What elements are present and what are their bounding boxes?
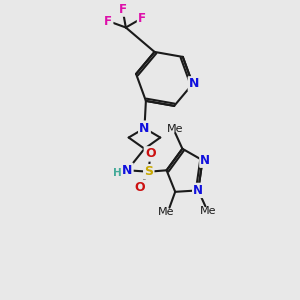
Text: Me: Me bbox=[158, 207, 175, 217]
Text: O: O bbox=[145, 147, 155, 161]
Text: F: F bbox=[104, 15, 112, 28]
Text: O: O bbox=[135, 181, 146, 194]
Text: N: N bbox=[122, 164, 132, 177]
Text: Me: Me bbox=[167, 124, 183, 134]
Text: H: H bbox=[113, 168, 122, 178]
Text: F: F bbox=[138, 12, 146, 25]
Text: F: F bbox=[118, 3, 127, 16]
Text: N: N bbox=[200, 154, 210, 167]
Text: N: N bbox=[189, 77, 199, 90]
Text: Me: Me bbox=[200, 206, 217, 215]
Text: S: S bbox=[144, 165, 153, 178]
Text: N: N bbox=[193, 184, 203, 197]
Text: N: N bbox=[139, 122, 150, 135]
